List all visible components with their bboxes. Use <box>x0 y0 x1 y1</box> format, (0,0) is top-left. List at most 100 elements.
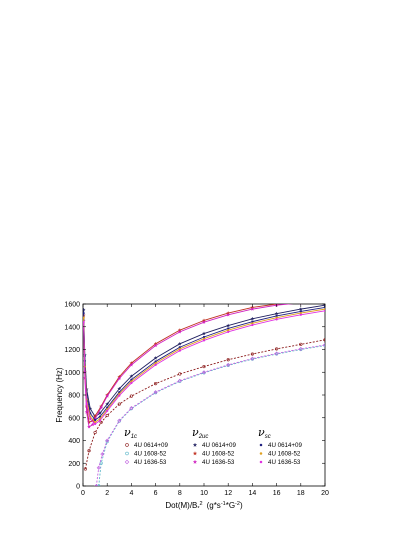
data-point <box>117 386 122 391</box>
data-point <box>226 323 231 328</box>
data-point <box>299 342 303 346</box>
data-point <box>93 413 98 418</box>
data-point <box>129 394 133 398</box>
x-axis-label-units-sup1: -1 <box>221 501 226 507</box>
data-point <box>87 449 91 453</box>
data-point <box>250 356 255 361</box>
x-tick-label: 12 <box>224 490 232 497</box>
data-point <box>154 382 158 386</box>
data-point <box>226 358 230 362</box>
data-point <box>251 320 254 323</box>
data-point <box>93 422 97 426</box>
y-tick-label: 200 <box>68 461 80 468</box>
data-point <box>299 313 302 316</box>
data-point <box>274 311 279 316</box>
x-axis-label-main: Dot(M)/B <box>165 501 197 510</box>
legend-group-subscript: sc <box>265 434 271 440</box>
legend-group-symbol: ν <box>124 426 131 439</box>
y-tick-label: 1400 <box>64 324 80 331</box>
data-point <box>98 419 102 422</box>
series-line <box>83 304 294 428</box>
data-point <box>227 327 230 330</box>
data-point <box>83 311 85 315</box>
data-point <box>178 347 181 351</box>
y-tick-label: 1000 <box>64 370 80 377</box>
y-tick-label: 800 <box>68 393 80 400</box>
data-point <box>87 424 92 429</box>
data-point <box>100 452 105 457</box>
data-point <box>250 316 255 321</box>
series-2uc-5 <box>83 299 326 429</box>
legend-entry-label: 4U 1608-52 <box>268 451 301 458</box>
legend-group-symbol: ν <box>192 426 199 439</box>
legend-group-subscript: 2uc <box>198 434 209 440</box>
data-point <box>117 418 122 423</box>
data-point <box>83 321 85 324</box>
legend-marker <box>259 460 263 464</box>
legend-entry-label: 4U 1636-53 <box>202 459 235 466</box>
data-point <box>226 362 231 367</box>
legend-group-symbol: ν <box>258 426 265 439</box>
series-2uc-3 <box>83 304 325 419</box>
data-point <box>85 402 88 406</box>
data-point <box>117 402 121 406</box>
legend-marker <box>124 459 130 465</box>
data-point <box>178 346 181 349</box>
data-point <box>89 417 92 421</box>
data-point <box>130 380 133 383</box>
legend-marker <box>192 459 198 464</box>
data-point <box>84 410 89 414</box>
x-axis-label-units-sup2: -2 <box>235 501 240 507</box>
x-axis-label-sup: 2 <box>200 501 203 507</box>
legend-entry-label: 4U 0614+09 <box>134 442 168 449</box>
data-point <box>129 374 134 378</box>
data-point <box>275 316 278 319</box>
data-point <box>323 338 325 342</box>
data-point <box>250 307 255 311</box>
data-point <box>323 307 325 311</box>
data-point <box>227 329 230 332</box>
series-1c-0 <box>83 338 325 471</box>
data-point <box>154 362 157 365</box>
data-point <box>105 413 109 418</box>
legend-marker <box>192 451 198 456</box>
data-point <box>153 390 158 395</box>
data-point <box>118 394 121 397</box>
legend-group-title: ν1c <box>124 426 137 440</box>
series-line <box>83 304 282 423</box>
y-tick-label: 1600 <box>64 302 80 309</box>
series-1c-2 <box>94 342 325 486</box>
series-layer <box>83 299 326 486</box>
data-point <box>323 299 326 302</box>
x-axis-label-units-mid: *G <box>226 501 235 510</box>
data-point <box>251 322 254 325</box>
x-tick-label: 2 <box>105 490 109 497</box>
series-line <box>84 339 325 470</box>
data-point <box>178 349 181 352</box>
x-tick-label: 16 <box>273 490 281 497</box>
data-point <box>153 355 158 360</box>
data-point <box>97 484 101 486</box>
x-tick-label: 8 <box>178 490 182 497</box>
data-point <box>226 312 231 317</box>
data-point <box>323 304 325 307</box>
legend-entry-label: 4U 1636-53 <box>268 459 301 466</box>
data-point <box>106 409 109 413</box>
legend-marker <box>192 442 198 447</box>
data-point <box>299 310 302 313</box>
data-point <box>154 363 157 366</box>
x-tick-label: 20 <box>321 490 329 497</box>
data-point <box>201 370 207 375</box>
data-point <box>105 402 110 406</box>
series-line <box>98 345 325 486</box>
data-point <box>96 465 101 470</box>
x-tick-label: 0 <box>81 490 85 497</box>
data-point <box>83 467 87 471</box>
data-point <box>93 418 97 422</box>
data-point <box>99 405 104 410</box>
data-point <box>275 347 279 351</box>
legend-group-title: ν2uc <box>192 426 208 440</box>
legend-entry-label: 4U 1608-52 <box>202 451 235 458</box>
data-point <box>323 309 325 312</box>
